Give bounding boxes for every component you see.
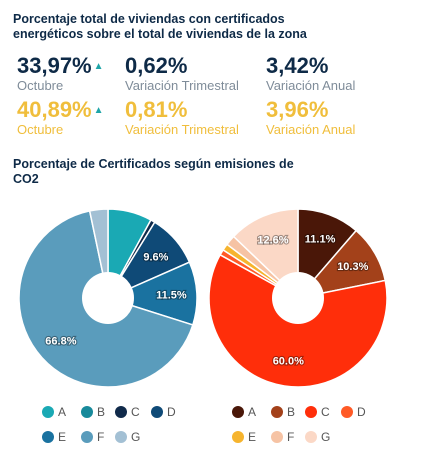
legend-label: C xyxy=(131,405,140,419)
data-label: 12.6% xyxy=(257,235,288,247)
data-label: 11.1% xyxy=(305,234,336,246)
legend-item-b[interactable]: B xyxy=(81,405,105,419)
stat-value: 33,97% xyxy=(17,53,92,78)
page-title: Porcentaje total de viviendas con certif… xyxy=(13,12,307,41)
donut-hole xyxy=(82,272,134,324)
legend-item-a[interactable]: A xyxy=(232,405,256,419)
legend-item-c[interactable]: C xyxy=(305,405,330,419)
legend-label: C xyxy=(321,405,330,419)
stat-label: Variación Trimestral xyxy=(125,122,239,137)
stat-value: 3,42% xyxy=(266,53,329,78)
legend-label: D xyxy=(167,405,176,419)
stat-value: 40,89% xyxy=(17,97,92,122)
data-label: 11.5% xyxy=(156,290,187,302)
legend-swatch xyxy=(81,406,93,418)
stat-quarterly-variation-2: 0,81% Variación Trimestral xyxy=(125,97,239,138)
data-label: 10.3% xyxy=(337,261,368,273)
slice-e[interactable] xyxy=(105,261,198,326)
legend-swatch xyxy=(305,406,317,418)
stat-label: Variación Trimestral xyxy=(125,78,239,93)
legend-label: G xyxy=(131,430,140,444)
legend-swatch xyxy=(305,431,317,443)
legend-swatch xyxy=(42,406,54,418)
legend-swatch xyxy=(115,431,127,443)
donut-chart-1: 9.6% 11.5% 66.8% A B C D E F G xyxy=(18,208,198,444)
legend-item-c[interactable]: C xyxy=(115,405,140,419)
data-label: 9.6% xyxy=(143,251,168,263)
legend-swatch xyxy=(151,406,163,418)
stat-value: 0,62% xyxy=(125,53,188,78)
legend-label: B xyxy=(97,405,105,419)
legend-item-e[interactable]: E xyxy=(232,430,256,444)
legend-label: G xyxy=(321,430,330,444)
stat-current-month-2: 40,89% ▲ Octubre xyxy=(17,97,104,138)
legend-item-e[interactable]: E xyxy=(42,430,66,444)
legend-item-d[interactable]: D xyxy=(151,405,176,419)
legend-swatch xyxy=(271,431,283,443)
charts-title: Porcentaje de Certificados según emision… xyxy=(13,157,294,186)
legend-item-a[interactable]: A xyxy=(42,405,66,419)
legend-label: A xyxy=(248,405,256,419)
slice-a[interactable] xyxy=(297,208,358,301)
stat-label: Variación Anual xyxy=(266,122,356,137)
stat-label: Octubre xyxy=(17,122,64,137)
data-label: 66.8% xyxy=(45,336,76,348)
legend-item-f[interactable]: F xyxy=(271,430,294,444)
legend-item-d[interactable]: D xyxy=(341,405,366,419)
legend-item-g[interactable]: G xyxy=(115,430,140,444)
donut-chart-2: 11.1% 10.3% 60.0% 12.6% A B C D E F G xyxy=(208,208,388,444)
legend-item-g[interactable]: G xyxy=(305,430,330,444)
legend-label: F xyxy=(287,430,294,444)
stat-label: Octubre xyxy=(17,78,64,93)
legend-swatch xyxy=(271,406,283,418)
stat-annual-variation-2: 3,96% Variación Anual xyxy=(266,97,356,138)
legend-label: B xyxy=(287,405,295,419)
legend-label: E xyxy=(248,430,256,444)
arrow-up-icon: ▲ xyxy=(93,105,104,116)
stat-quarterly-variation: 0,62% Variación Trimestral xyxy=(125,53,239,94)
legend-swatch xyxy=(42,431,54,443)
stat-current-month: 33,97% ▲ Octubre xyxy=(17,53,104,94)
legend-label: D xyxy=(357,405,366,419)
legend-item-f[interactable]: F xyxy=(81,430,104,444)
legend-item-b[interactable]: B xyxy=(271,405,295,419)
stat-label: Variación Anual xyxy=(266,78,356,93)
arrow-up-icon: ▲ xyxy=(93,61,104,72)
legend-swatch xyxy=(115,406,127,418)
legend-swatch xyxy=(341,406,353,418)
donut-hole xyxy=(272,272,324,324)
data-label: 60.0% xyxy=(273,356,304,368)
legend-label: A xyxy=(58,405,66,419)
stat-value: 0,81% xyxy=(125,97,188,122)
stat-value: 3,96% xyxy=(266,97,329,122)
legend-swatch xyxy=(232,406,244,418)
legend-swatch xyxy=(232,431,244,443)
legend-label: E xyxy=(58,430,66,444)
legend-swatch xyxy=(81,431,93,443)
legend-label: F xyxy=(97,430,104,444)
slice-g[interactable] xyxy=(232,208,299,300)
stat-annual-variation: 3,42% Variación Anual xyxy=(266,53,356,94)
